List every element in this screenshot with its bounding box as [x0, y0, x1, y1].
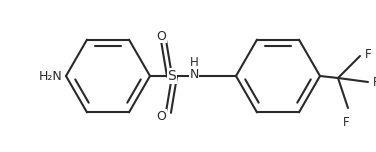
Text: N: N — [189, 67, 199, 81]
Text: F: F — [373, 76, 376, 88]
Text: H: H — [190, 55, 199, 69]
Text: F: F — [343, 116, 349, 129]
Text: S: S — [168, 69, 176, 83]
Text: F: F — [365, 47, 371, 60]
Text: O: O — [156, 29, 166, 43]
Text: O: O — [156, 109, 166, 123]
Text: H₂N: H₂N — [38, 69, 62, 83]
